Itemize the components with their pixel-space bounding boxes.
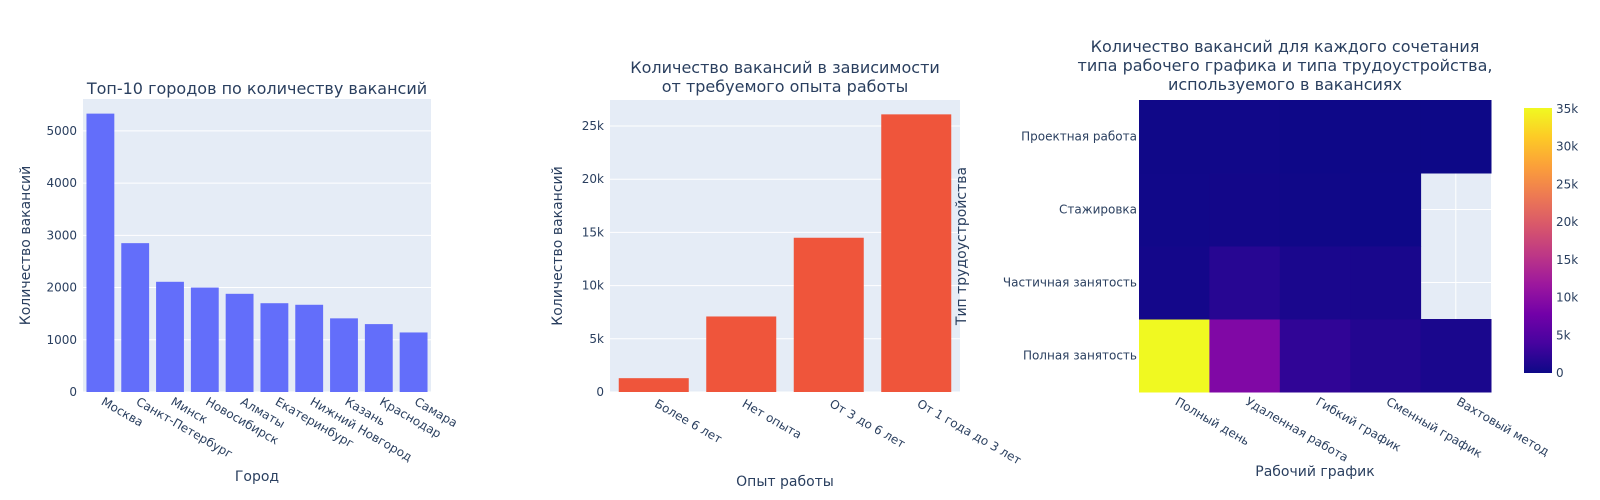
chart-title-line: Количество вакансий в зависимости: [630, 58, 940, 77]
y-tick-label: 20k: [582, 172, 604, 186]
x-tick-label: Нет опыта: [740, 396, 804, 441]
bar: [881, 114, 952, 392]
chart-title-line: Количество вакансий для каждого сочетани…: [1091, 37, 1480, 56]
heatmap-cell: [1279, 100, 1351, 174]
y-tick-label: 4000: [46, 176, 77, 190]
bar: [225, 293, 254, 392]
x-tick-label: От 1 года до 3 лет: [915, 396, 1024, 467]
heatmap-cell: [1350, 319, 1422, 393]
colorbar-tick-label: 25k: [1556, 177, 1578, 191]
y-tick-label: Частичная занятость: [1003, 276, 1137, 290]
y-tick-label: 0: [596, 385, 604, 399]
heatmap-cell: [1279, 319, 1351, 393]
y-axis-title: Количество вакансий: [18, 166, 34, 325]
bar: [156, 281, 184, 392]
chart-title: Топ-10 городов по количеству вакансий: [86, 79, 427, 98]
heatmap-cell: [1279, 173, 1351, 247]
colorbar-tick-label: 5k: [1556, 328, 1571, 342]
y-tick-label: Стажировка: [1059, 203, 1137, 217]
heatmap-cell: [1350, 173, 1422, 247]
x-tick-label: От 3 до 6 лет: [827, 396, 907, 450]
heatmap-cell: [1350, 100, 1422, 174]
bar: [618, 378, 689, 392]
chart-top-cities: 010002000300040005000МоскваСанкт-Петербу…: [18, 79, 460, 485]
heatmap-cell: [1420, 319, 1492, 393]
y-axis-title: Тип трудоустройства: [954, 167, 970, 326]
y-tick-label: 0: [69, 385, 77, 399]
chart-title-line: типа рабочего графика и типа трудоустрой…: [1078, 56, 1493, 75]
y-tick-label: 1000: [46, 333, 77, 347]
chart-title-line: от требуемого опыта работы: [662, 77, 909, 96]
colorbar-tick-label: 15k: [1556, 253, 1578, 267]
y-tick-label: 2000: [46, 281, 77, 295]
x-tick-label: Полный день: [1173, 394, 1252, 448]
y-tick-label: 5000: [46, 124, 77, 138]
chart-title-line: используемого в вакансиях: [1168, 75, 1402, 94]
colorbar: [1524, 108, 1552, 373]
bar: [86, 113, 115, 392]
bar: [295, 304, 324, 392]
heatmap-cell: [1139, 173, 1210, 247]
bar: [399, 332, 428, 392]
bar: [364, 324, 393, 392]
colorbar-tick-label: 35k: [1556, 102, 1578, 116]
x-tick-label: Более 6 лет: [652, 396, 724, 446]
y-tick-label: Проектная работа: [1021, 130, 1137, 144]
chart-schedule-heatmap: Полная занятость Частичная занятость Стажи…: [954, 37, 1578, 480]
bar: [330, 318, 358, 392]
bar: [793, 237, 864, 392]
heatmap-cell: [1279, 246, 1351, 320]
chart-experience: 0 5k 10k 15k 20k 25k Более 6 лет Нет опыта От 3 …: [550, 58, 1024, 490]
x-axis-title: Опыт работы: [736, 474, 834, 490]
y-tick-label: Полная занятость: [1023, 349, 1137, 363]
x-axis-title: Город: [235, 469, 279, 485]
bar: [190, 287, 219, 392]
heatmap-cell: [1209, 319, 1281, 393]
y-axis-title: Количество вакансий: [550, 166, 566, 325]
y-tick-label: 5k: [589, 332, 604, 346]
bar: [121, 243, 150, 392]
bar: [260, 303, 289, 392]
colorbar-tick-label: 0: [1556, 366, 1564, 380]
heatmap-cell: [1139, 319, 1210, 393]
heatmap-cell: [1139, 100, 1210, 174]
bar: [706, 316, 777, 392]
x-axis-title: Рабочий график: [1255, 464, 1375, 480]
y-tick-label: 25k: [582, 119, 604, 133]
colorbar-tick-label: 10k: [1556, 291, 1578, 305]
heatmap-cell: [1350, 246, 1422, 320]
heatmap-cell: [1209, 246, 1281, 320]
heatmap-cell: [1209, 100, 1281, 174]
colorbar-tick-label: 30k: [1556, 140, 1578, 154]
colorbar-tick-label: 20k: [1556, 215, 1578, 229]
y-tick-label: 10k: [582, 279, 604, 293]
y-tick-label: 3000: [46, 228, 77, 242]
y-tick-label: 15k: [582, 225, 604, 239]
heatmap-cell: [1420, 100, 1492, 174]
heatmap-cell: [1139, 246, 1210, 320]
heatmap-cell: [1209, 173, 1281, 247]
